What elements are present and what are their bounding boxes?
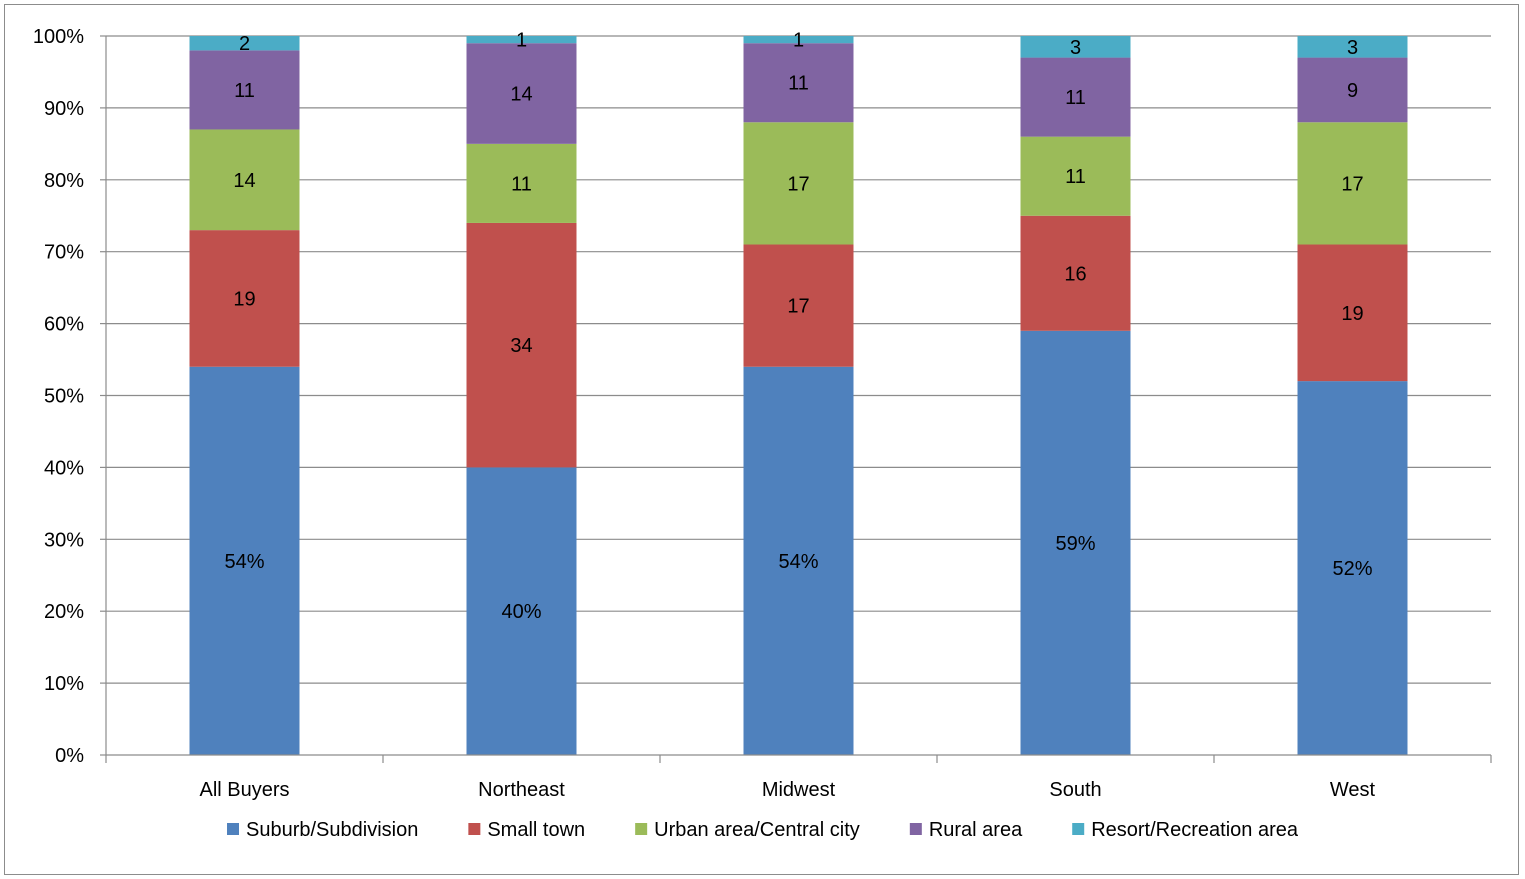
- bar-northeast-series-4: [466, 36, 577, 44]
- bar-all-buyers-series-2: [189, 129, 300, 231]
- legend-swatch: [909, 823, 922, 835]
- data-label: 17: [787, 296, 809, 318]
- data-label: 11: [788, 73, 809, 95]
- legend-label: Urban area/Central city: [654, 819, 860, 841]
- data-label: 1: [793, 30, 804, 52]
- bar-south-series-3: [1020, 57, 1131, 137]
- data-label: 17: [787, 173, 809, 195]
- data-label: 59%: [1055, 533, 1095, 555]
- y-tick-label: 10%: [44, 673, 84, 695]
- data-label: 34: [510, 335, 532, 357]
- data-label: 52%: [1332, 558, 1372, 580]
- data-label: 16: [1064, 263, 1086, 285]
- data-labels: 54%191411240%341114154%171711159%1611113…: [224, 30, 1372, 624]
- bar-south-series-2: [1020, 136, 1131, 216]
- legend-swatch: [468, 823, 481, 835]
- y-tick-label: 80%: [44, 170, 84, 192]
- data-label: 14: [510, 84, 532, 106]
- legend-swatch: [635, 823, 648, 835]
- bar-northeast-series-1: [466, 222, 577, 468]
- bar-west-series-0: [1297, 381, 1408, 755]
- data-label: 11: [511, 173, 532, 195]
- bar-west-series-3: [1297, 57, 1408, 123]
- data-label: 11: [1065, 87, 1086, 109]
- bar-midwest-series-0: [743, 366, 854, 755]
- y-tick-label: 20%: [44, 601, 84, 623]
- x-category-label: Midwest: [762, 779, 836, 801]
- bar-all-buyers-series-3: [189, 50, 300, 130]
- bar-west-series-4: [1297, 36, 1408, 58]
- y-tick-label: 30%: [44, 529, 84, 551]
- axes: 0% 10% 20% 30% 40% 50% 60% 70% 80% 90% 100% All Buy…: [33, 26, 1492, 801]
- data-label: 19: [233, 288, 255, 310]
- legend-label: Rural area: [929, 819, 1023, 841]
- bar-midwest-series-1: [743, 244, 854, 367]
- bar-south-series-4: [1020, 36, 1131, 58]
- bar-all-buyers-series-4: [189, 36, 300, 51]
- legend-label: Resort/Recreation area: [1091, 819, 1299, 841]
- data-label: 17: [1341, 173, 1363, 195]
- y-tick-label: 100%: [33, 26, 84, 48]
- data-label: 14: [233, 170, 255, 192]
- bar-south-series-0: [1020, 330, 1131, 755]
- bar-northeast-series-3: [466, 43, 577, 144]
- x-category-label: All Buyers: [199, 779, 289, 801]
- x-category-label: West: [1330, 779, 1376, 801]
- bar-south-series-1: [1020, 215, 1131, 331]
- bars: [189, 36, 1408, 755]
- legend-swatch: [227, 823, 240, 835]
- y-tick-label: 90%: [44, 98, 84, 120]
- bar-all-buyers-series-0: [189, 366, 300, 755]
- legend-label: Suburb/Subdivision: [246, 819, 418, 841]
- data-label: 1: [516, 30, 527, 52]
- bar-midwest-series-3: [743, 43, 854, 123]
- data-label: 11: [1065, 166, 1086, 188]
- legend-label: Small town: [487, 819, 585, 841]
- bar-northeast-series-2: [466, 143, 577, 223]
- legend-swatch: [1072, 823, 1085, 835]
- bar-west-series-2: [1297, 122, 1408, 245]
- y-tick-label: 0%: [55, 745, 84, 767]
- data-label: 40%: [501, 601, 541, 623]
- y-tick-label: 40%: [44, 457, 84, 479]
- data-label: 19: [1341, 303, 1363, 325]
- bar-midwest-series-4: [743, 36, 854, 44]
- legend: Suburb/Subdivision Small town Urban area/C…: [227, 819, 1299, 841]
- x-category-label: South: [1049, 779, 1101, 801]
- data-label: 3: [1347, 37, 1358, 59]
- data-label: 3: [1070, 37, 1081, 59]
- data-label: 11: [234, 80, 255, 102]
- data-label: 2: [239, 33, 250, 55]
- y-tick-label: 60%: [44, 314, 84, 336]
- x-category-label: Northeast: [478, 779, 565, 801]
- data-label: 54%: [778, 551, 818, 573]
- bar-all-buyers-series-1: [189, 230, 300, 367]
- bar-northeast-series-0: [466, 467, 577, 755]
- bar-midwest-series-2: [743, 122, 854, 245]
- y-tick-label: 50%: [44, 386, 84, 408]
- bar-west-series-1: [1297, 244, 1408, 382]
- data-label: 9: [1347, 80, 1358, 102]
- y-tick-label: 70%: [44, 242, 84, 264]
- data-label: 54%: [224, 551, 264, 573]
